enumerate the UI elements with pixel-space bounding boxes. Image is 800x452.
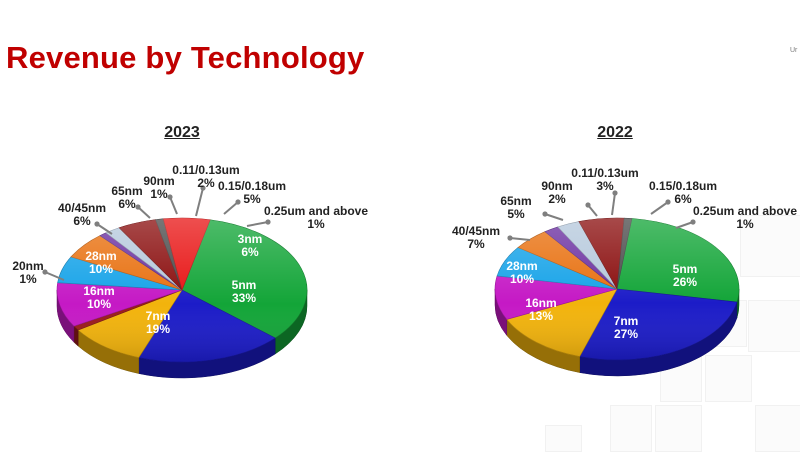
leader-line-65nm bbox=[137, 206, 151, 219]
pie-label-5nm: 5nm 33% bbox=[232, 278, 257, 305]
leader-dot-0-15-0-18um bbox=[235, 199, 241, 205]
pie-label-65nm: 65nm 5% bbox=[500, 194, 531, 221]
background-square bbox=[655, 405, 702, 452]
pie-label-0-11-0-13um: 0.11/0.13um 3% bbox=[571, 166, 638, 193]
pie-label-28nm: 28nm 10% bbox=[85, 249, 116, 276]
leader-line-0-15-0-18um bbox=[650, 201, 669, 215]
background-square bbox=[740, 215, 800, 277]
leader-dot-20nm bbox=[42, 269, 48, 275]
leader-line-0-11-0-13um bbox=[611, 192, 616, 216]
leader-line-40-45nm bbox=[96, 223, 113, 235]
leader-dot-65nm bbox=[542, 211, 548, 217]
pie-2023: 5nm 33% 7nm 19% 16nm 10% 20nm 1% 28nm 10% 40/45nm 6… bbox=[12, 163, 368, 379]
pie-label-65nm: 65nm 6% bbox=[111, 184, 142, 211]
pie-label-28nm: 28nm 10% bbox=[506, 259, 537, 286]
chart-title-2023: 2023 bbox=[164, 124, 200, 141]
leader-dot-65nm bbox=[135, 204, 141, 210]
pie-label-0-15-0-18um: 0.15/0.18um 5% bbox=[218, 179, 286, 206]
pie-label-7nm: 7nm 19% bbox=[146, 309, 171, 336]
pie-slice-5nm bbox=[616, 218, 740, 303]
background-square bbox=[748, 300, 800, 352]
leader-line-0-15-0-18um bbox=[223, 201, 239, 215]
background-square bbox=[755, 405, 800, 452]
leader-dot-0-11-0-13um bbox=[200, 185, 206, 191]
pie-label-0-25um-and-above: 0.25um and above 1% bbox=[264, 204, 368, 231]
leader-dot-90nm bbox=[585, 202, 591, 208]
pie-label-40-45nm: 40/45nm 7% bbox=[452, 224, 500, 251]
leader-line-65nm bbox=[544, 213, 564, 221]
leader-dot-0-25um-and-above bbox=[265, 219, 271, 225]
pie-label-16nm: 16nm 13% bbox=[525, 296, 556, 323]
pie-label-5nm: 5nm 26% bbox=[673, 262, 698, 289]
leader-line-0-25um-and-above bbox=[246, 221, 269, 227]
pie-label-90nm: 90nm 2% bbox=[541, 179, 572, 206]
leader-dot-90nm bbox=[167, 194, 173, 200]
leader-dot-40-45nm bbox=[94, 221, 100, 227]
pie-label-90nm: 90nm 1% bbox=[143, 174, 174, 201]
leader-line-20nm bbox=[44, 271, 65, 281]
chart-title-2022: 2022 bbox=[597, 124, 633, 141]
leader-line-90nm bbox=[169, 196, 178, 215]
leader-line-40-45nm bbox=[509, 237, 531, 241]
pie-label-0-11-0-13um: 0.11/0.13um 2% bbox=[172, 163, 239, 190]
pie-label-3nm: 3nm 6% bbox=[238, 232, 263, 259]
pie-label-40-45nm: 40/45nm 6% bbox=[58, 201, 106, 228]
pie-label-7nm: 7nm 27% bbox=[614, 314, 639, 341]
pie-labels: 5nm 33% 7nm 19% 16nm 10% 20nm 1% 28nm 10% 40/45nm 6… bbox=[12, 163, 368, 336]
leader-dot-0-25um-and-above bbox=[690, 219, 696, 225]
pie-label-16nm: 16nm 10% bbox=[83, 284, 114, 311]
pie-label-0-15-0-18um: 0.15/0.18um 6% bbox=[649, 179, 717, 206]
leader-line-0-11-0-13um bbox=[195, 187, 204, 217]
corner-text: Ur bbox=[790, 47, 798, 54]
pie-labels: 5nm 26% 7nm 27% 16nm 13% 28nm 10%40/45nm 7%65nm 5… bbox=[452, 166, 797, 341]
background-square bbox=[705, 355, 752, 402]
pie-label-0-25um-and-above: 0.25um and above 1% bbox=[693, 204, 797, 231]
leader-dot-0-15-0-18um bbox=[665, 199, 671, 205]
page-title: Revenue by Technology bbox=[6, 40, 365, 75]
pie-label-20nm: 20nm 1% bbox=[12, 259, 43, 286]
leader-dot-0-11-0-13um bbox=[612, 190, 618, 196]
leader-dot-40-45nm bbox=[507, 235, 513, 241]
pie-2022: 5nm 26% 7nm 27% 16nm 13% 28nm 10%40/45nm 7%65nm 5… bbox=[452, 166, 797, 377]
leader-line-0-25um-and-above bbox=[675, 221, 694, 229]
